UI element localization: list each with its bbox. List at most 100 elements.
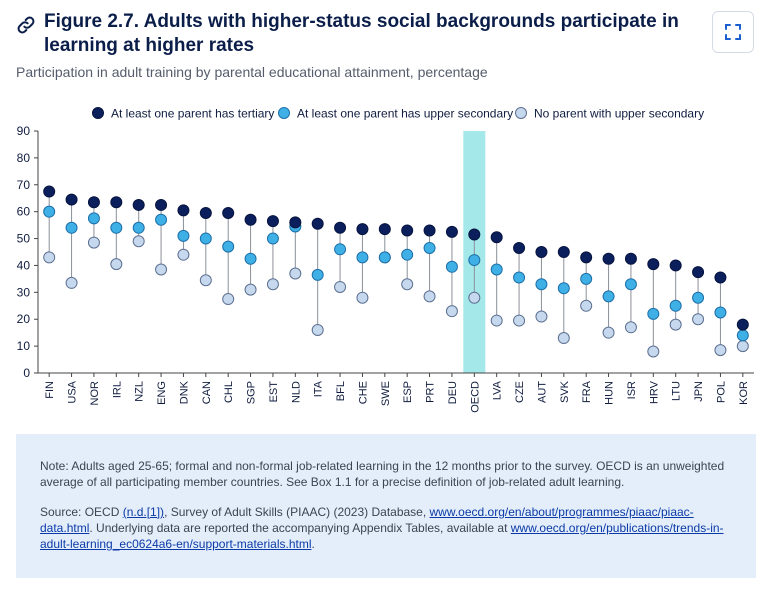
point-s3-hrv bbox=[647, 345, 660, 358]
source-end: . bbox=[311, 537, 315, 551]
y-tick-label: 80 bbox=[17, 151, 31, 165]
point-s1-ita bbox=[311, 217, 324, 230]
point-s3-deu bbox=[445, 305, 458, 318]
point-s1-nzl bbox=[132, 198, 145, 211]
point-s1-hun bbox=[602, 252, 615, 265]
x-tick-label-swe: SWE bbox=[380, 381, 392, 406]
x-tick-label-che: CHE bbox=[357, 381, 369, 404]
point-s1-chl bbox=[222, 207, 235, 220]
point-s1-nor bbox=[87, 196, 100, 209]
point-s1-can bbox=[199, 207, 212, 220]
x-axis: FIN USA NOR IRL NZL ENG DNK CAN CHL SGP EST NLD ITA B… bbox=[38, 372, 754, 413]
x-tick-label-can: CAN bbox=[201, 381, 213, 404]
point-s3-ltu bbox=[669, 318, 682, 331]
x-tick-label-eng: ENG bbox=[156, 381, 168, 405]
point-s2-lva bbox=[490, 263, 503, 276]
point-s2-prt bbox=[423, 241, 436, 254]
point-s2-deu bbox=[445, 260, 458, 273]
point-s2-irl bbox=[110, 221, 123, 234]
point-s3-fra bbox=[580, 299, 593, 312]
point-s3-ita bbox=[311, 323, 324, 336]
point-s2-swe bbox=[378, 251, 391, 264]
point-s3-cze bbox=[513, 314, 526, 327]
point-s2-can bbox=[199, 232, 212, 245]
x-tick-label-est: EST bbox=[268, 381, 280, 403]
point-s3-isr bbox=[624, 321, 637, 334]
point-s3-nor bbox=[87, 236, 100, 249]
point-s3-sgp bbox=[244, 283, 257, 296]
x-tick-label-nzl: NZL bbox=[134, 381, 146, 402]
x-tick-label-usa: USA bbox=[67, 380, 79, 403]
point-s2-ita bbox=[311, 268, 324, 281]
point-s2-cze bbox=[513, 271, 526, 284]
source-ref-link[interactable]: (n.d.[1]) bbox=[122, 505, 165, 519]
point-s2-nor bbox=[87, 212, 100, 225]
point-s3-kor bbox=[736, 340, 749, 353]
x-tick-label-ita: ITA bbox=[313, 380, 325, 397]
point-s1-fin bbox=[43, 185, 56, 198]
note-text: Note: Adults aged 25-65; formal and non-… bbox=[40, 459, 725, 489]
point-s3-dnk bbox=[177, 248, 190, 261]
point-s1-est bbox=[266, 215, 279, 228]
point-s3-pol bbox=[714, 344, 727, 357]
point-s2-bfl bbox=[334, 243, 347, 256]
data-points bbox=[43, 185, 749, 358]
point-s1-irl bbox=[110, 196, 123, 209]
source-mid: , Survey of Adult Skills (PIAAC) (2023) … bbox=[164, 505, 430, 519]
x-tick-label-prt: PRT bbox=[425, 381, 437, 403]
y-tick-label: 30 bbox=[17, 285, 31, 299]
point-s3-jpn bbox=[692, 313, 705, 326]
point-s3-che bbox=[356, 291, 369, 304]
legend-marker-2 bbox=[278, 107, 290, 119]
point-s3-est bbox=[266, 278, 279, 291]
point-s1-oecd bbox=[468, 228, 481, 241]
piaac-data-link[interactable]: www.oecd.org/en/about/programmes/piaac/p… bbox=[40, 505, 694, 535]
legend-marker-1 bbox=[92, 107, 104, 119]
x-tick-label-nor: NOR bbox=[89, 381, 101, 406]
x-tick-label-fra: FRA bbox=[581, 380, 593, 403]
point-s1-sgp bbox=[244, 213, 257, 226]
dot-plot-chart: At least one parent has tertiary At least… bbox=[17, 107, 754, 413]
point-s2-fin bbox=[43, 205, 56, 218]
x-tick-label-sgp: SGP bbox=[246, 381, 258, 404]
y-tick-label: 10 bbox=[17, 339, 31, 353]
legend-label-2: At least one parent has upper secondary bbox=[297, 107, 513, 121]
support-materials-link[interactable]: www.oecd.org/en/publications/trends-in-a… bbox=[40, 521, 724, 551]
expand-button[interactable] bbox=[712, 11, 754, 53]
point-s1-esp bbox=[401, 224, 414, 237]
source-mid2: . Underlying data are reported the accom… bbox=[89, 521, 511, 535]
y-tick-label: 20 bbox=[17, 312, 31, 326]
source-text: Source: OECD (n.d.[1]), Survey of Adult … bbox=[40, 504, 732, 552]
x-tick-label-pol: POL bbox=[715, 381, 727, 403]
x-tick-label-nld: NLD bbox=[290, 381, 302, 403]
point-s2-eng bbox=[155, 213, 168, 226]
point-s2-dnk bbox=[177, 229, 190, 242]
point-s3-esp bbox=[401, 278, 414, 291]
point-s3-aut bbox=[535, 310, 548, 323]
link-icon[interactable] bbox=[16, 15, 36, 35]
x-tick-label-esp: ESP bbox=[402, 381, 414, 403]
point-s1-dnk bbox=[177, 204, 190, 217]
legend-label-1: At least one parent has tertiary bbox=[111, 107, 274, 121]
point-s3-bfl bbox=[334, 280, 347, 293]
point-s2-oecd bbox=[468, 254, 481, 267]
source-prefix: Source: OECD bbox=[40, 505, 123, 519]
point-s3-prt bbox=[423, 290, 436, 303]
point-s2-che bbox=[356, 251, 369, 264]
x-tick-label-fin: FIN bbox=[44, 381, 56, 399]
point-s3-eng bbox=[155, 263, 168, 276]
point-s3-usa bbox=[65, 276, 78, 289]
point-s1-deu bbox=[445, 225, 458, 238]
x-tick-label-bfl: BFL bbox=[335, 381, 347, 401]
point-s3-svk bbox=[557, 332, 570, 345]
point-s1-fra bbox=[580, 251, 593, 264]
point-s2-nzl bbox=[132, 221, 145, 234]
point-s1-che bbox=[356, 223, 369, 236]
point-s3-nld bbox=[289, 267, 302, 280]
point-s3-irl bbox=[110, 258, 123, 271]
point-s2-hun bbox=[602, 290, 615, 303]
x-tick-label-chl: CHL bbox=[223, 381, 235, 403]
point-s2-kor bbox=[736, 329, 749, 342]
point-s2-est bbox=[266, 232, 279, 245]
y-tick-label: 40 bbox=[17, 258, 31, 272]
